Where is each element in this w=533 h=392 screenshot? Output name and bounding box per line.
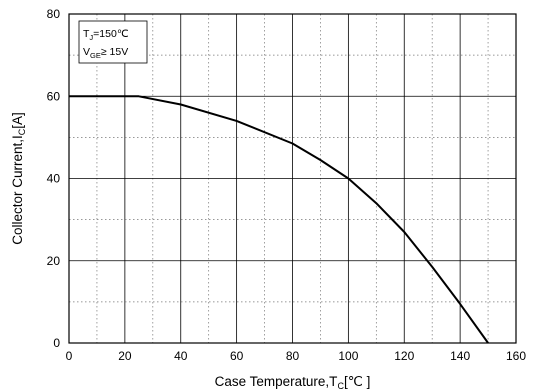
y-tick-label: 20 xyxy=(47,254,61,268)
series-line xyxy=(69,95,489,344)
x-tick-label: 100 xyxy=(338,349,358,363)
condition-annotation: TJ=150℃ VGE≥ 15V xyxy=(78,20,148,64)
annotation-vge: VGE≥ 15V xyxy=(83,46,128,60)
y-tick-label: 80 xyxy=(47,7,61,21)
x-axis-label: Case Temperature,TC[℃ ] xyxy=(215,374,371,391)
x-tick-label: 160 xyxy=(506,349,526,363)
y-tick-label: 40 xyxy=(47,172,61,186)
annotation-tj: TJ=150℃ xyxy=(83,28,129,42)
series xyxy=(69,95,489,344)
y-tick-label: 0 xyxy=(53,336,60,350)
x-tick-label: 140 xyxy=(450,349,470,363)
x-tick-label: 40 xyxy=(174,349,188,363)
x-tick-label: 120 xyxy=(394,349,414,363)
x-tick-label: 20 xyxy=(118,349,132,363)
x-tick-label: 60 xyxy=(230,349,244,363)
annotation-box xyxy=(78,20,148,64)
plot-frame xyxy=(68,13,517,344)
x-tick-label: 80 xyxy=(286,349,300,363)
y-tick-label: 60 xyxy=(47,89,61,103)
y-axis-label: Collector Current,IC[A] xyxy=(10,112,27,245)
tick-labels: 0 20 40 60 80 100 120 140 160 0 20 40 60 80 xyxy=(47,7,527,363)
x-tick-label: 0 xyxy=(66,349,73,363)
